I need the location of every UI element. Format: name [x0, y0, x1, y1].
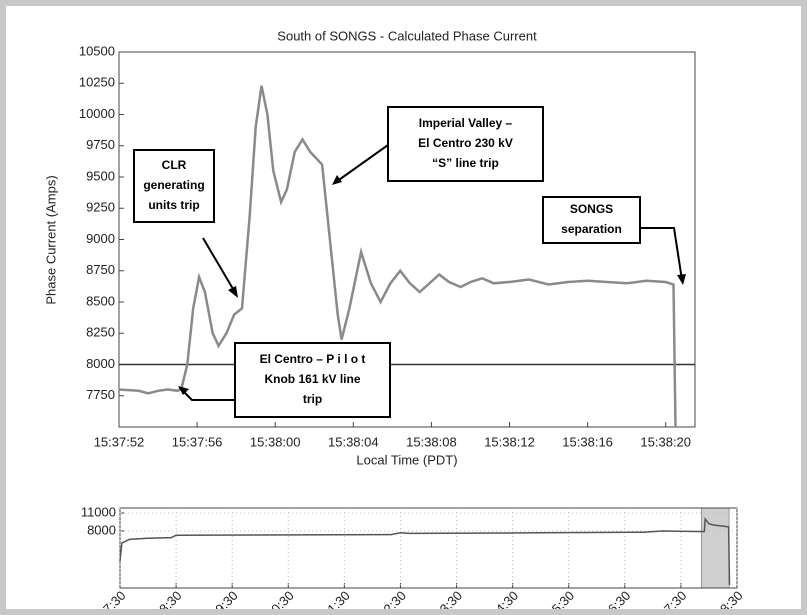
arrowhead — [178, 386, 189, 395]
annotation-text: generating — [143, 178, 204, 192]
y-tick-label: 10500 — [79, 43, 115, 58]
arrow — [202, 237, 237, 295]
y-tick-label: 9750 — [86, 137, 115, 152]
arrow — [335, 144, 389, 183]
arrowheads — [178, 175, 686, 395]
annotation-box — [133, 149, 215, 223]
y-tick-label: 8250 — [86, 325, 115, 340]
arrow — [640, 227, 683, 281]
x-tick-label: 15:28:30 — [138, 588, 184, 615]
y-tick-label: 9000 — [86, 231, 115, 246]
chart: South of SONGS - Calculated Phase Curren… — [43, 28, 745, 609]
x-tick-label: 15:30:30 — [250, 588, 296, 615]
y-tick-label: 9500 — [86, 168, 115, 183]
y-tick-label: 11000 — [81, 504, 116, 519]
annotation-text: SONGS — [570, 202, 613, 216]
y-tick-label: 10000 — [79, 106, 115, 121]
arrowhead — [332, 175, 342, 185]
y-tick-label: 10250 — [79, 75, 115, 90]
y-tick-label: 8000 — [86, 356, 115, 371]
x-tick-label: 15:32:30 — [363, 588, 409, 615]
y-tick-label: 7750 — [86, 387, 115, 402]
arrow — [181, 389, 235, 401]
x-tick-label: 15:36:30 — [587, 588, 633, 615]
x-tick-label: 15:38:30 — [699, 588, 745, 615]
chart-title: South of SONGS - Calculated Phase Curren… — [277, 28, 537, 43]
y-tick-label: 8500 — [86, 293, 115, 308]
annotation-text: El Centro 230 kV — [418, 136, 513, 150]
data-line — [119, 517, 731, 586]
annotation-arrows — [181, 144, 683, 401]
x-tick-label: 15:37:56 — [172, 434, 223, 449]
annotation-text: “S” line trip — [432, 156, 499, 170]
annotation-box — [234, 342, 391, 418]
x-tick-label: 15:29:30 — [194, 588, 240, 615]
y-tick-label: 9250 — [86, 200, 115, 215]
x-tick-label: 15:37:30 — [643, 588, 689, 615]
x-tick-label: 15:37:52 — [94, 434, 145, 449]
x-tick-label: 15:38:16 — [562, 434, 613, 449]
x-tick-label: 15:33:30 — [419, 588, 465, 615]
arrowhead — [228, 286, 238, 298]
arrowhead — [677, 274, 686, 285]
annotation-text: trip — [303, 392, 322, 406]
annotation-text: units trip — [148, 198, 199, 212]
x-tick-label: 15:35:30 — [531, 588, 577, 615]
annotation-text: separation — [561, 222, 622, 236]
x-axis-label: Local Time (PDT) — [356, 452, 457, 467]
x-tick-label: 15:31:30 — [307, 588, 353, 615]
annotation-text: Imperial Valley – — [419, 116, 513, 130]
annotation-box — [542, 196, 641, 244]
x-tick-label: 15:38:08 — [406, 434, 457, 449]
x-tick-label: 15:38:04 — [328, 434, 379, 449]
annotation-text: Knob 161 kV line — [264, 372, 360, 386]
x-tick-label: 15:38:00 — [250, 434, 301, 449]
x-tick-label: 15:38:12 — [484, 434, 535, 449]
annotation-box — [387, 106, 544, 182]
x-tick-label: 15:34:30 — [475, 588, 521, 615]
x-tick-label: 15:27:30 — [82, 588, 128, 615]
annotation-text: CLR — [162, 158, 187, 172]
y-axis-label: Phase Current (Amps) — [43, 175, 58, 304]
annotation-text: El Centro – P i l o t — [260, 352, 366, 366]
data-line — [118, 85, 677, 428]
y-tick-label: 8000 — [87, 522, 116, 537]
x-tick-label: 15:38:20 — [640, 434, 691, 449]
y-tick-label: 8750 — [86, 262, 115, 277]
plot-frame — [119, 507, 738, 589]
